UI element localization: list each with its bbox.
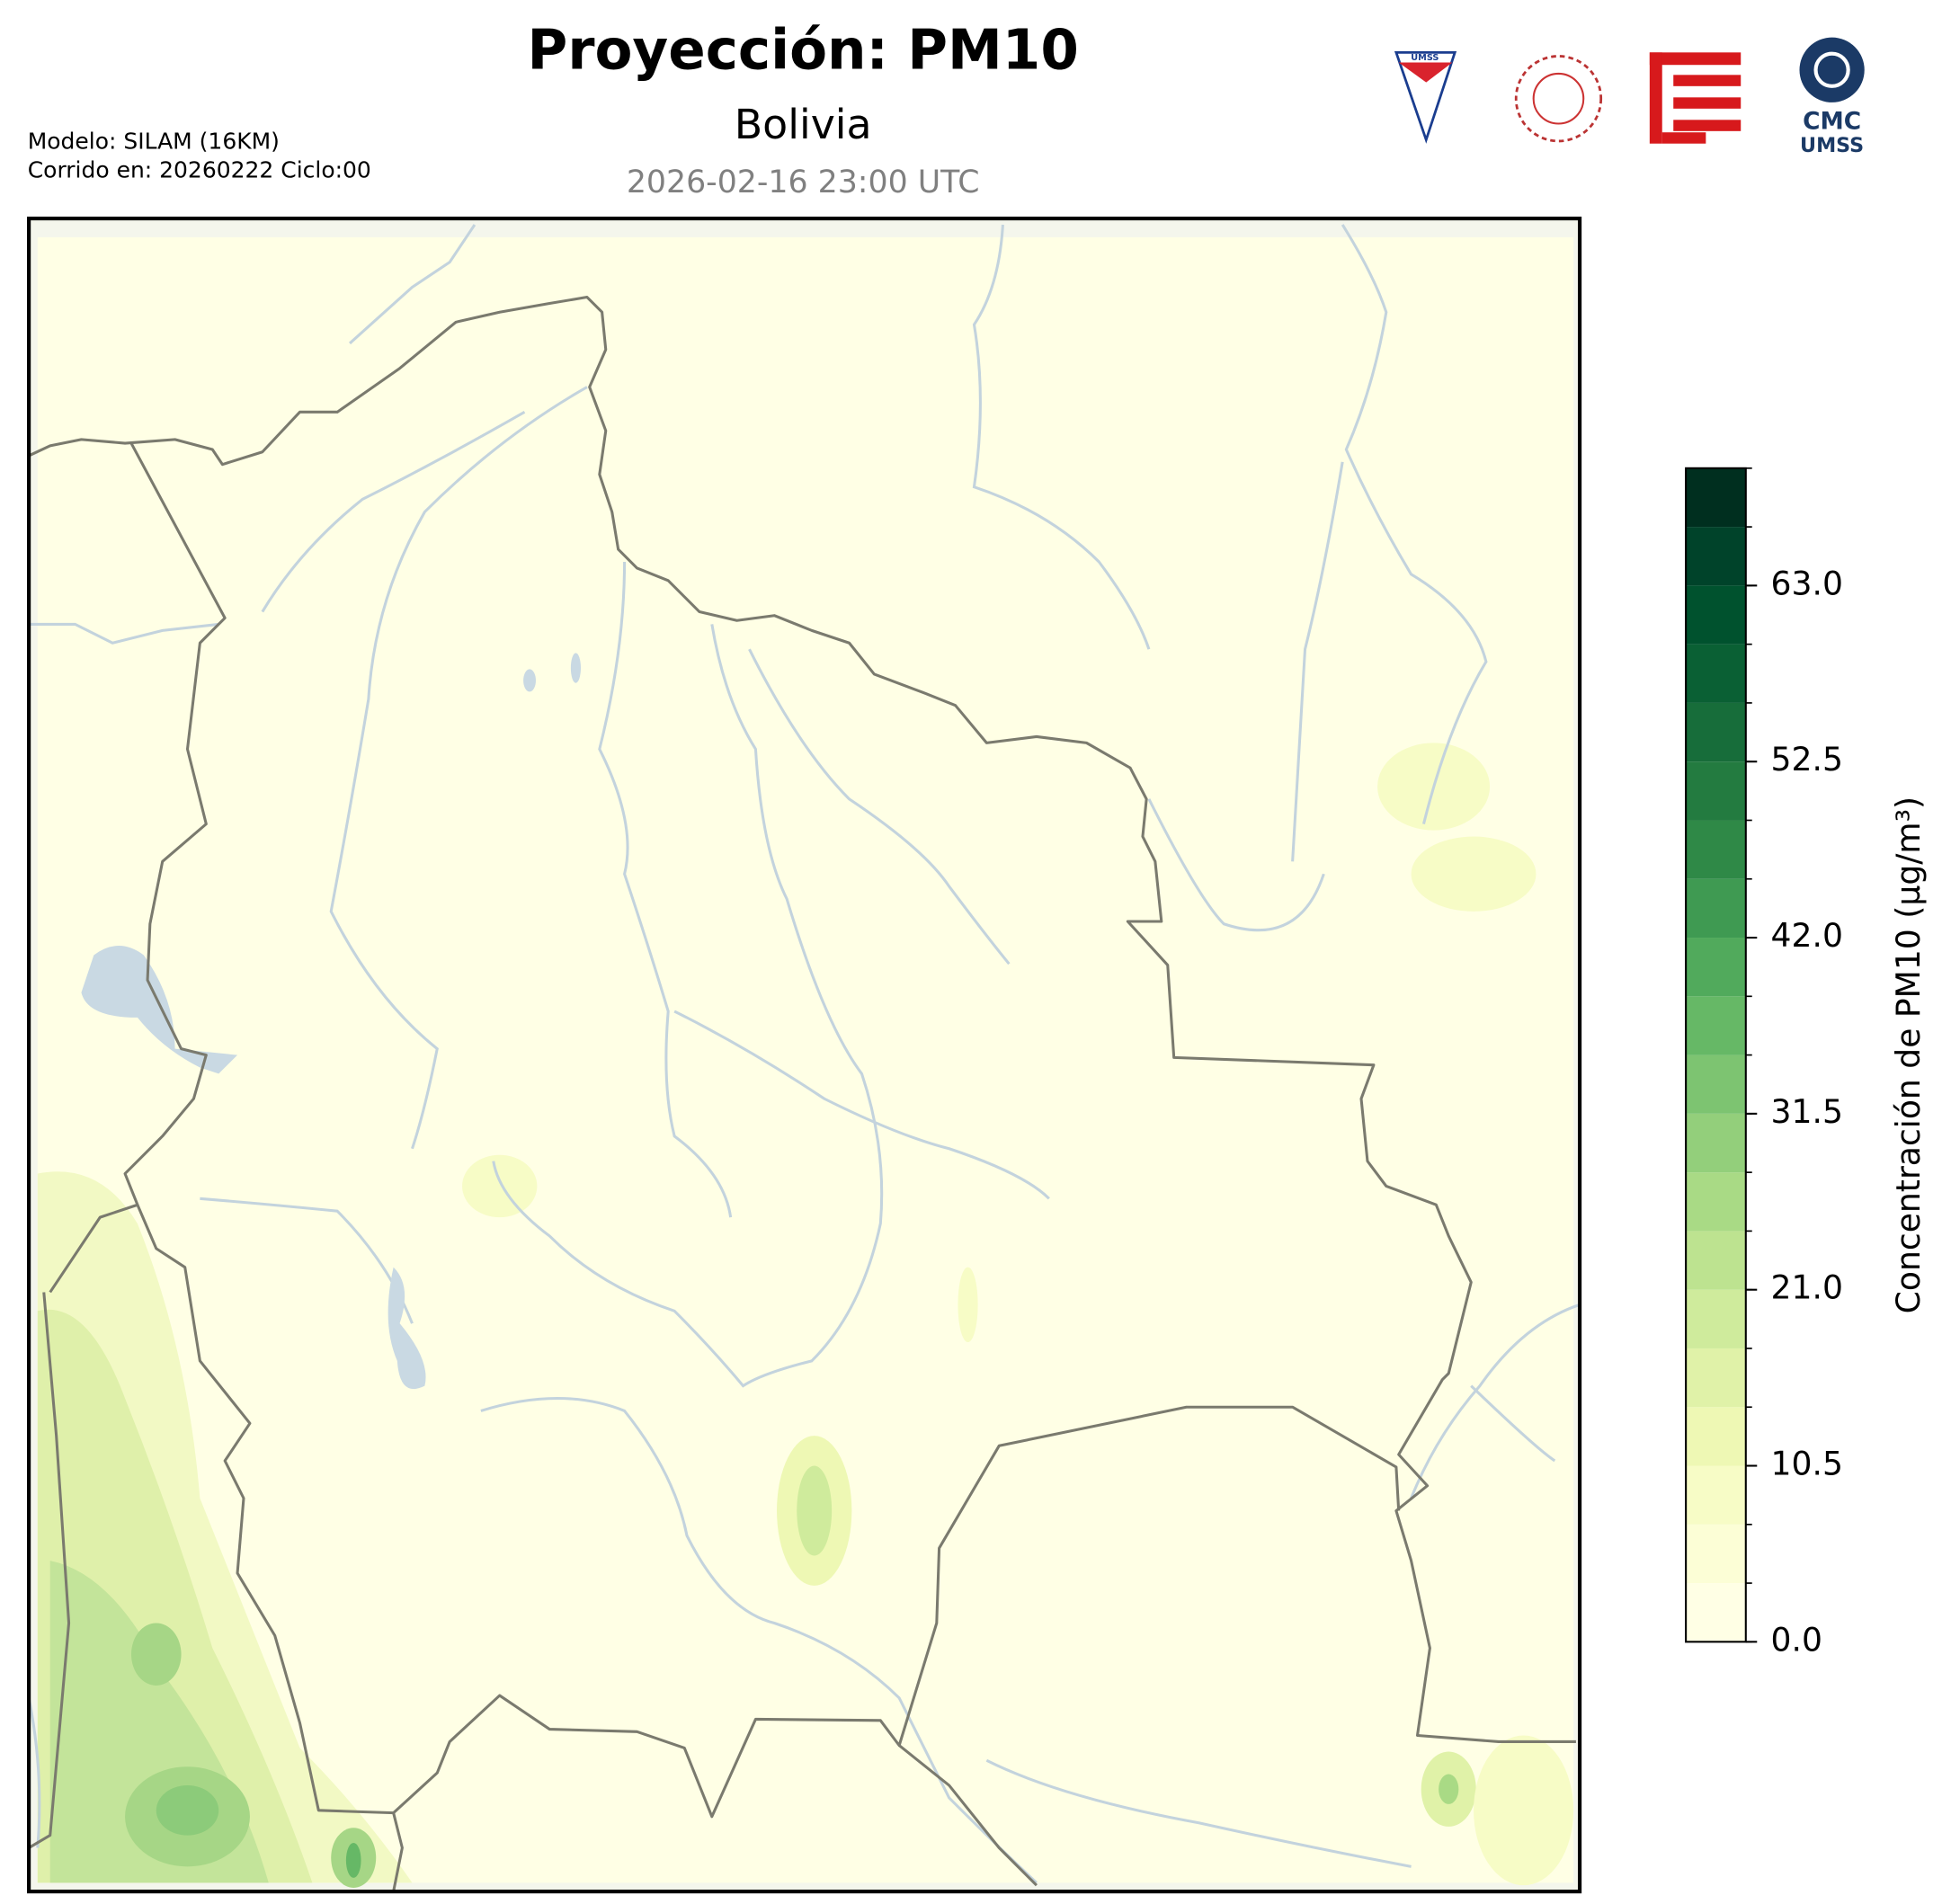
colorbar-band <box>1686 1583 1746 1642</box>
cmc-text: CMC <box>1803 109 1861 136</box>
map-frame <box>27 216 1582 1894</box>
model-info: Modelo: SILAM (16KM) <box>28 128 280 154</box>
umss-badge-text: UMSS <box>1411 53 1439 63</box>
colorbar-band <box>1686 702 1746 762</box>
colorbar-band <box>1686 1172 1746 1232</box>
colorbar-tick-label: 42.0 <box>1771 916 1843 955</box>
colorbar-band <box>1686 878 1746 939</box>
fisica-logo-inner <box>1532 72 1585 125</box>
colorbar-label: Concentración de PM10 (µg/m³) <box>1889 796 1928 1313</box>
fisica-logo <box>1514 55 1603 143</box>
colorbar-tick-label: 52.5 <box>1771 740 1843 779</box>
cmc-logo-ring <box>1813 51 1850 88</box>
colorbar-band <box>1686 1289 1746 1348</box>
title: Proyección: PM10 <box>528 18 1079 82</box>
timestamp: 2026-02-16 23:00 UTC <box>627 165 980 200</box>
map <box>27 216 1582 1894</box>
colorbar-band <box>1686 527 1746 586</box>
colorbar-tick-label: 31.5 <box>1771 1092 1843 1131</box>
colorbar-tick-label: 63.0 <box>1771 564 1843 602</box>
colorbar-band <box>1686 1524 1746 1584</box>
umss-shield-red <box>1398 62 1453 83</box>
rivers <box>29 224 1581 1884</box>
colorbar-band <box>1686 761 1746 821</box>
red-logo <box>1649 52 1742 144</box>
cmc-logo <box>1799 37 1865 102</box>
colorbar-band <box>1686 1054 1746 1114</box>
colorbar-band <box>1686 467 1746 528</box>
colorbar: Concentración de PM10 (µg/m³) 0.0 10.5 21.… <box>1685 467 1928 1659</box>
colorbar-tick-label: 21.0 <box>1771 1268 1843 1307</box>
colorbar-band <box>1686 1231 1746 1290</box>
colorbar-tick-label: 10.5 <box>1771 1445 1843 1483</box>
logos: UMSS CMC UMSS <box>1394 37 1865 157</box>
colorbar-band <box>1686 996 1746 1055</box>
colorbar-band <box>1686 1113 1746 1173</box>
colorbar-tick-label: 0.0 <box>1771 1620 1822 1659</box>
colorbar-band <box>1686 585 1746 645</box>
map-field <box>37 236 1574 1883</box>
borders <box>29 296 1576 1892</box>
colorbar-band <box>1686 1407 1746 1466</box>
concentration-field <box>37 743 1574 1888</box>
colorbar-band <box>1686 938 1746 997</box>
run-info: Corrido en: 20260222 Ciclo:00 <box>28 156 371 182</box>
umss-shield <box>1394 50 1457 144</box>
colorbar-band <box>1686 820 1746 879</box>
subtitle: Bolivia <box>735 100 872 148</box>
cmc-text: UMSS <box>1800 134 1864 157</box>
colorbar-band <box>1686 1348 1746 1408</box>
colorbar-band <box>1686 644 1746 703</box>
lakes <box>81 653 581 1390</box>
colorbar-band <box>1686 1465 1746 1525</box>
